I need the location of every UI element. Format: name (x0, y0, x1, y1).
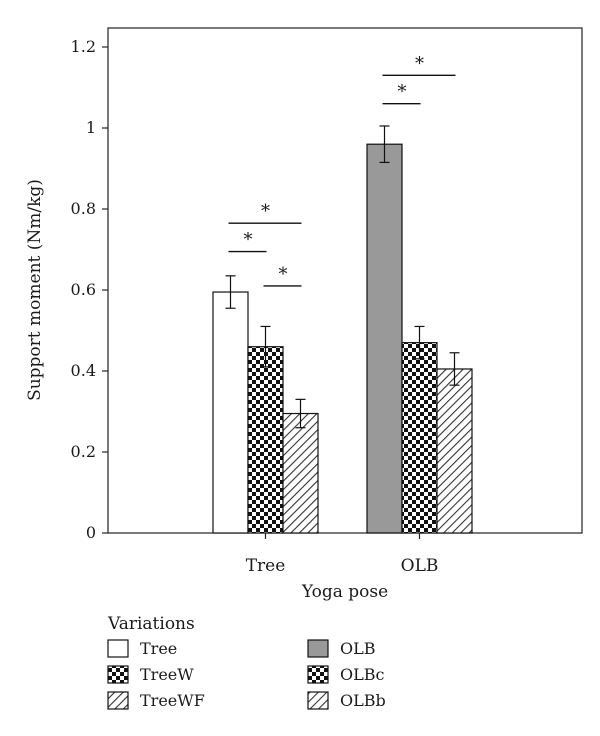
y-tick-label: 0.4 (71, 361, 96, 380)
legend-label: TreeW (140, 665, 194, 684)
legend-label: OLBc (340, 665, 385, 684)
legend-swatch-olb (307, 639, 329, 658)
legend-label: OLB (340, 639, 376, 658)
legend-swatch-olbc (307, 665, 329, 684)
significance-star: * (244, 230, 253, 251)
bar-tree (212, 291, 249, 534)
bar-olb (366, 143, 403, 534)
y-tick-label: 0.2 (71, 442, 96, 461)
bar-olbb (436, 368, 473, 534)
x-tick-label: OLB (401, 556, 439, 576)
y-tick-label: 0 (86, 523, 96, 542)
x-tick-label: Tree (246, 556, 286, 576)
legend: Variations Tree TreeW TreeWF OLB OLBc OLBb (107, 614, 386, 710)
y-axis: 0 0.2 0.4 0.6 0.8 1 1.2 (71, 37, 108, 542)
legend-label: TreeWF (140, 691, 205, 710)
y-tick-label: 1 (86, 118, 96, 137)
y-tick-label: 1.2 (71, 37, 96, 56)
bar-treewf (282, 412, 319, 534)
bar-treew (247, 346, 284, 534)
legend-label: Tree (140, 639, 177, 658)
legend-label: OLBb (340, 691, 386, 710)
bar-olbc (401, 342, 438, 534)
significance-star: * (415, 53, 424, 74)
plot-frame (107, 27, 583, 534)
y-axis-title: Support moment (Nm/kg) (25, 179, 45, 401)
y-tick-label: 0.8 (71, 199, 96, 218)
significance-star: * (398, 82, 407, 103)
significance-star: * (279, 264, 288, 285)
y-tick-label: 0.6 (71, 280, 96, 299)
x-axis-title: Yoga pose (301, 582, 388, 602)
legend-swatch-treew (107, 665, 129, 684)
significance-markers: * * * * * (228, 53, 456, 287)
bars (212, 143, 473, 534)
error-bars (225, 125, 460, 429)
plot-border (107, 27, 583, 534)
legend-title: Variations (107, 614, 195, 634)
legend-swatch-tree (107, 639, 129, 658)
x-axis: Tree OLB (246, 533, 439, 576)
significance-star: * (261, 201, 270, 222)
legend-swatch-treewf (107, 691, 129, 710)
legend-swatch-olbb (307, 691, 329, 710)
